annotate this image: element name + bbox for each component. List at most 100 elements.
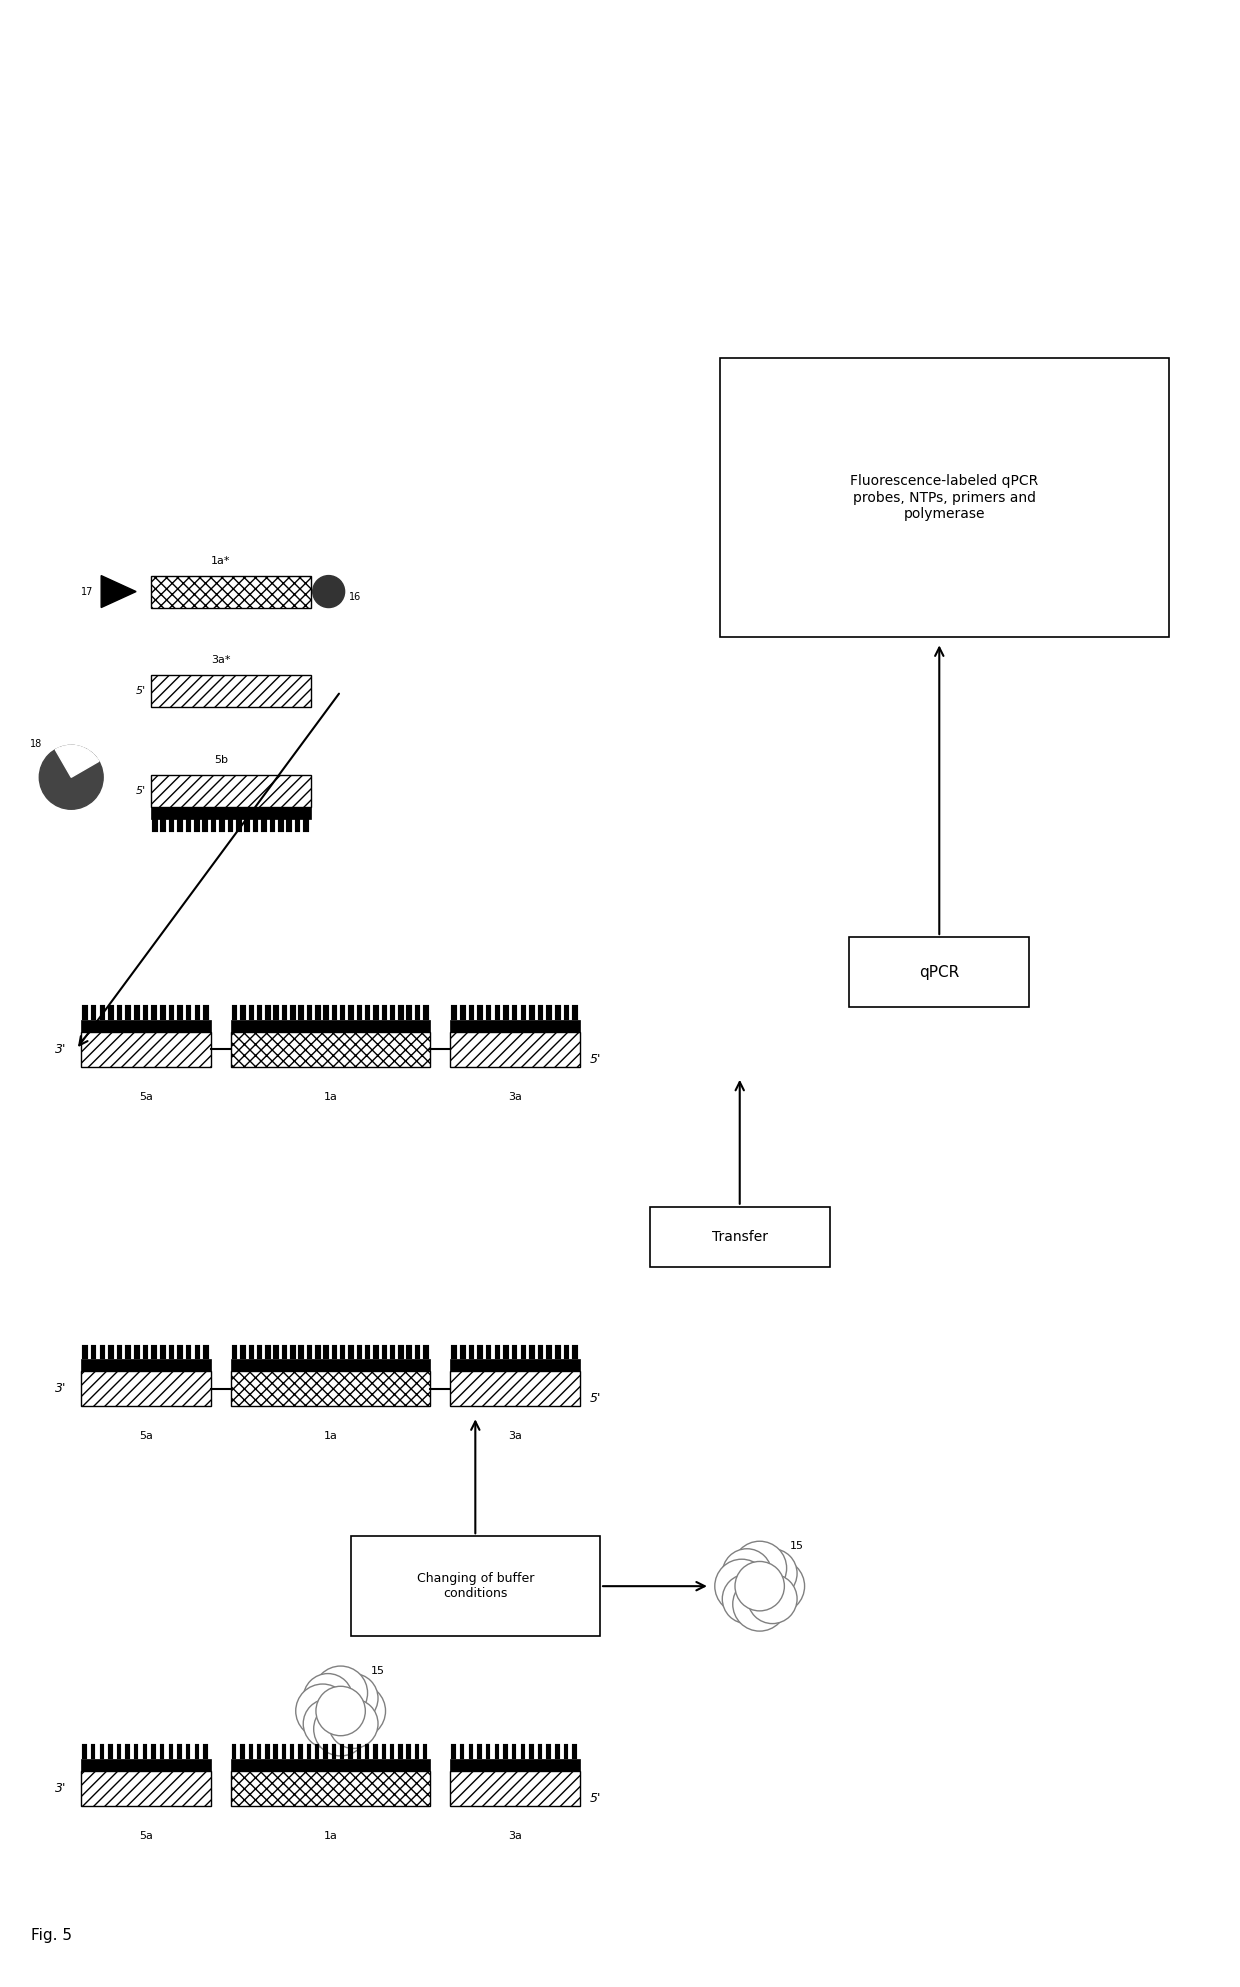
FancyBboxPatch shape (108, 1345, 114, 1359)
FancyBboxPatch shape (134, 1745, 139, 1758)
FancyBboxPatch shape (304, 819, 309, 833)
Text: 5a: 5a (139, 1830, 153, 1840)
Text: 5a: 5a (139, 1093, 153, 1103)
Text: 16: 16 (348, 592, 361, 602)
FancyBboxPatch shape (719, 358, 1169, 638)
FancyBboxPatch shape (529, 1745, 533, 1758)
FancyBboxPatch shape (108, 1005, 114, 1019)
FancyBboxPatch shape (160, 819, 166, 833)
FancyBboxPatch shape (556, 1345, 560, 1359)
FancyBboxPatch shape (151, 676, 311, 707)
Circle shape (312, 576, 345, 608)
FancyBboxPatch shape (241, 1745, 244, 1758)
Text: Transfer: Transfer (712, 1230, 768, 1244)
FancyBboxPatch shape (134, 1345, 140, 1359)
FancyBboxPatch shape (203, 1005, 208, 1019)
FancyBboxPatch shape (495, 1005, 500, 1019)
Text: 15: 15 (371, 1665, 384, 1677)
FancyBboxPatch shape (169, 819, 175, 833)
FancyBboxPatch shape (151, 775, 311, 807)
FancyBboxPatch shape (169, 1345, 174, 1359)
FancyBboxPatch shape (290, 1345, 295, 1359)
FancyBboxPatch shape (202, 819, 208, 833)
FancyBboxPatch shape (299, 1345, 304, 1359)
Circle shape (722, 1574, 771, 1623)
FancyBboxPatch shape (177, 1345, 182, 1359)
FancyBboxPatch shape (177, 819, 182, 833)
FancyBboxPatch shape (331, 1345, 337, 1359)
FancyBboxPatch shape (324, 1005, 329, 1019)
FancyBboxPatch shape (382, 1005, 387, 1019)
FancyBboxPatch shape (306, 1745, 311, 1758)
FancyBboxPatch shape (556, 1005, 560, 1019)
FancyBboxPatch shape (281, 1745, 286, 1758)
Text: 3': 3' (55, 1782, 66, 1794)
FancyBboxPatch shape (151, 807, 311, 819)
FancyBboxPatch shape (849, 938, 1029, 1007)
FancyBboxPatch shape (415, 1345, 420, 1359)
FancyBboxPatch shape (186, 1345, 191, 1359)
FancyBboxPatch shape (477, 1745, 481, 1758)
FancyBboxPatch shape (274, 1005, 279, 1019)
Circle shape (331, 1685, 386, 1739)
FancyBboxPatch shape (547, 1005, 552, 1019)
FancyBboxPatch shape (177, 1005, 182, 1019)
FancyBboxPatch shape (241, 1345, 246, 1359)
FancyBboxPatch shape (134, 1005, 140, 1019)
FancyBboxPatch shape (450, 1031, 580, 1067)
FancyBboxPatch shape (231, 1758, 430, 1770)
FancyBboxPatch shape (538, 1345, 543, 1359)
Circle shape (304, 1673, 352, 1723)
FancyBboxPatch shape (143, 1745, 148, 1758)
FancyBboxPatch shape (451, 1745, 456, 1758)
FancyBboxPatch shape (486, 1745, 490, 1758)
FancyBboxPatch shape (340, 1005, 346, 1019)
FancyBboxPatch shape (151, 1345, 157, 1359)
FancyBboxPatch shape (195, 1005, 200, 1019)
FancyBboxPatch shape (521, 1005, 526, 1019)
FancyBboxPatch shape (125, 1345, 131, 1359)
FancyBboxPatch shape (315, 1005, 320, 1019)
FancyBboxPatch shape (348, 1345, 353, 1359)
FancyBboxPatch shape (351, 1536, 600, 1635)
Text: 3': 3' (55, 1383, 66, 1395)
FancyBboxPatch shape (348, 1005, 353, 1019)
Circle shape (314, 1703, 367, 1757)
FancyBboxPatch shape (91, 1345, 97, 1359)
FancyBboxPatch shape (486, 1345, 491, 1359)
Text: 5': 5' (590, 1393, 601, 1405)
FancyBboxPatch shape (373, 1345, 378, 1359)
Circle shape (295, 1685, 350, 1739)
FancyBboxPatch shape (257, 1345, 263, 1359)
FancyBboxPatch shape (340, 1745, 345, 1758)
Text: 1a: 1a (324, 1830, 337, 1840)
FancyBboxPatch shape (195, 819, 200, 833)
FancyBboxPatch shape (477, 1005, 482, 1019)
FancyBboxPatch shape (415, 1005, 420, 1019)
FancyBboxPatch shape (265, 1745, 269, 1758)
FancyBboxPatch shape (650, 1206, 830, 1266)
FancyBboxPatch shape (125, 1745, 130, 1758)
FancyBboxPatch shape (81, 1359, 211, 1371)
FancyBboxPatch shape (231, 1359, 430, 1371)
Circle shape (733, 1542, 786, 1596)
FancyBboxPatch shape (538, 1005, 543, 1019)
Circle shape (733, 1578, 786, 1631)
FancyBboxPatch shape (231, 1770, 430, 1806)
FancyBboxPatch shape (169, 1005, 174, 1019)
Circle shape (735, 1562, 785, 1611)
FancyBboxPatch shape (389, 1745, 394, 1758)
FancyBboxPatch shape (160, 1345, 165, 1359)
FancyBboxPatch shape (398, 1345, 404, 1359)
FancyBboxPatch shape (169, 1745, 174, 1758)
FancyBboxPatch shape (117, 1005, 123, 1019)
Text: 3a*: 3a* (211, 656, 231, 666)
FancyBboxPatch shape (186, 819, 191, 833)
FancyBboxPatch shape (82, 1005, 88, 1019)
Wedge shape (56, 745, 99, 777)
FancyBboxPatch shape (348, 1745, 352, 1758)
Circle shape (329, 1673, 378, 1723)
FancyBboxPatch shape (469, 1345, 474, 1359)
FancyBboxPatch shape (274, 1345, 279, 1359)
FancyBboxPatch shape (573, 1745, 577, 1758)
